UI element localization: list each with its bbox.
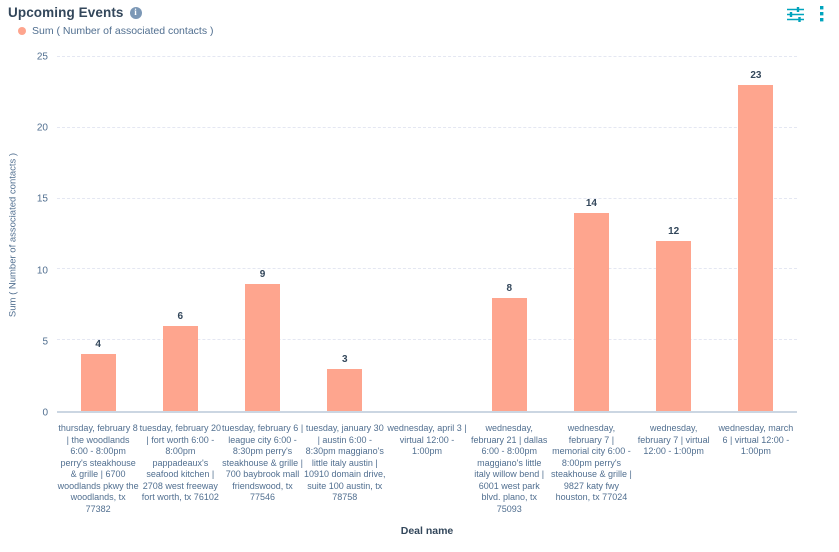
x-axis-category-label[interactable]: wednesday, february 7 | virtual 12:00 - … [637,423,710,456]
bar-value-label: 4 [95,339,101,351]
gridline [57,126,797,128]
y-axis-tick-label: 20 [36,122,48,134]
y-axis-tick-label: 0 [42,407,48,419]
page-title: Upcoming Events [8,5,124,20]
bar-value-label: 3 [341,353,348,365]
gridline [57,56,797,57]
x-axis-category-label[interactable]: tuesday, february 20 | fort worth 6:00 -… [139,423,222,502]
bar-value-label: 23 [750,70,762,82]
y-axis-tick-label: 25 [36,51,48,63]
y-axis-tick-label: 15 [36,193,48,205]
info-icon[interactable]: i [129,6,142,19]
legend-label[interactable]: Sum ( Number of associated contacts ) [32,25,214,37]
x-axis-category-label[interactable]: wednesday, april 3 | virtual 12:00 - 1:0… [387,423,467,456]
bar-value-label: 8 [506,282,512,294]
x-axis-category-label[interactable]: tuesday, january 30 | austin 6:00 - 8:30… [303,423,386,502]
legend-swatch [18,27,26,35]
bar-value-label: 9 [259,268,266,280]
bar[interactable] [656,241,692,411]
x-axis-category-label[interactable]: tuesday, february 6 | league city 6:00 -… [221,423,304,502]
bar[interactable] [573,212,609,411]
x-axis-category-label[interactable]: wednesday, february 21 | dallas 6:00 - 8… [471,423,548,514]
y-axis-ticks: 0 5 10 15 20 25 [0,52,48,419]
gridline [57,339,797,341]
bar[interactable] [738,85,774,411]
bar-value-label: 12 [668,226,680,238]
chart-legend: Sum ( Number of associated contacts ) [18,25,214,37]
plot-area: 4 6 9 3 8 14 12 23 [57,56,797,413]
y-axis-tick-label: 10 [36,265,48,277]
x-axis-category-label[interactable]: wednesday, february 7 | memorial city 6:… [550,423,632,502]
bar[interactable] [80,354,116,411]
header-actions [786,5,831,23]
report-header: Upcoming Events i [8,5,142,20]
x-axis-category-label[interactable]: thursday, february 8 | the woodlands 6:0… [57,423,139,514]
filter-sliders-icon[interactable] [786,5,804,23]
bar[interactable] [245,283,281,411]
bar[interactable] [327,368,363,411]
gridline [57,268,797,270]
x-axis-title: Deal name [400,525,454,537]
x-axis-labels: thursday, february 8 | the woodlands 6:0… [57,423,797,519]
kebab-menu-icon[interactable] [813,5,831,23]
bar[interactable] [162,326,198,411]
gridline [57,197,797,199]
bar-value-label: 14 [585,197,597,209]
x-axis-category-label[interactable]: wednesday, march 6 | virtual 12:00 - 1:0… [718,423,794,456]
y-axis-tick-label: 5 [42,336,48,348]
bar-value-label: 6 [177,311,184,323]
bar[interactable] [491,297,527,411]
